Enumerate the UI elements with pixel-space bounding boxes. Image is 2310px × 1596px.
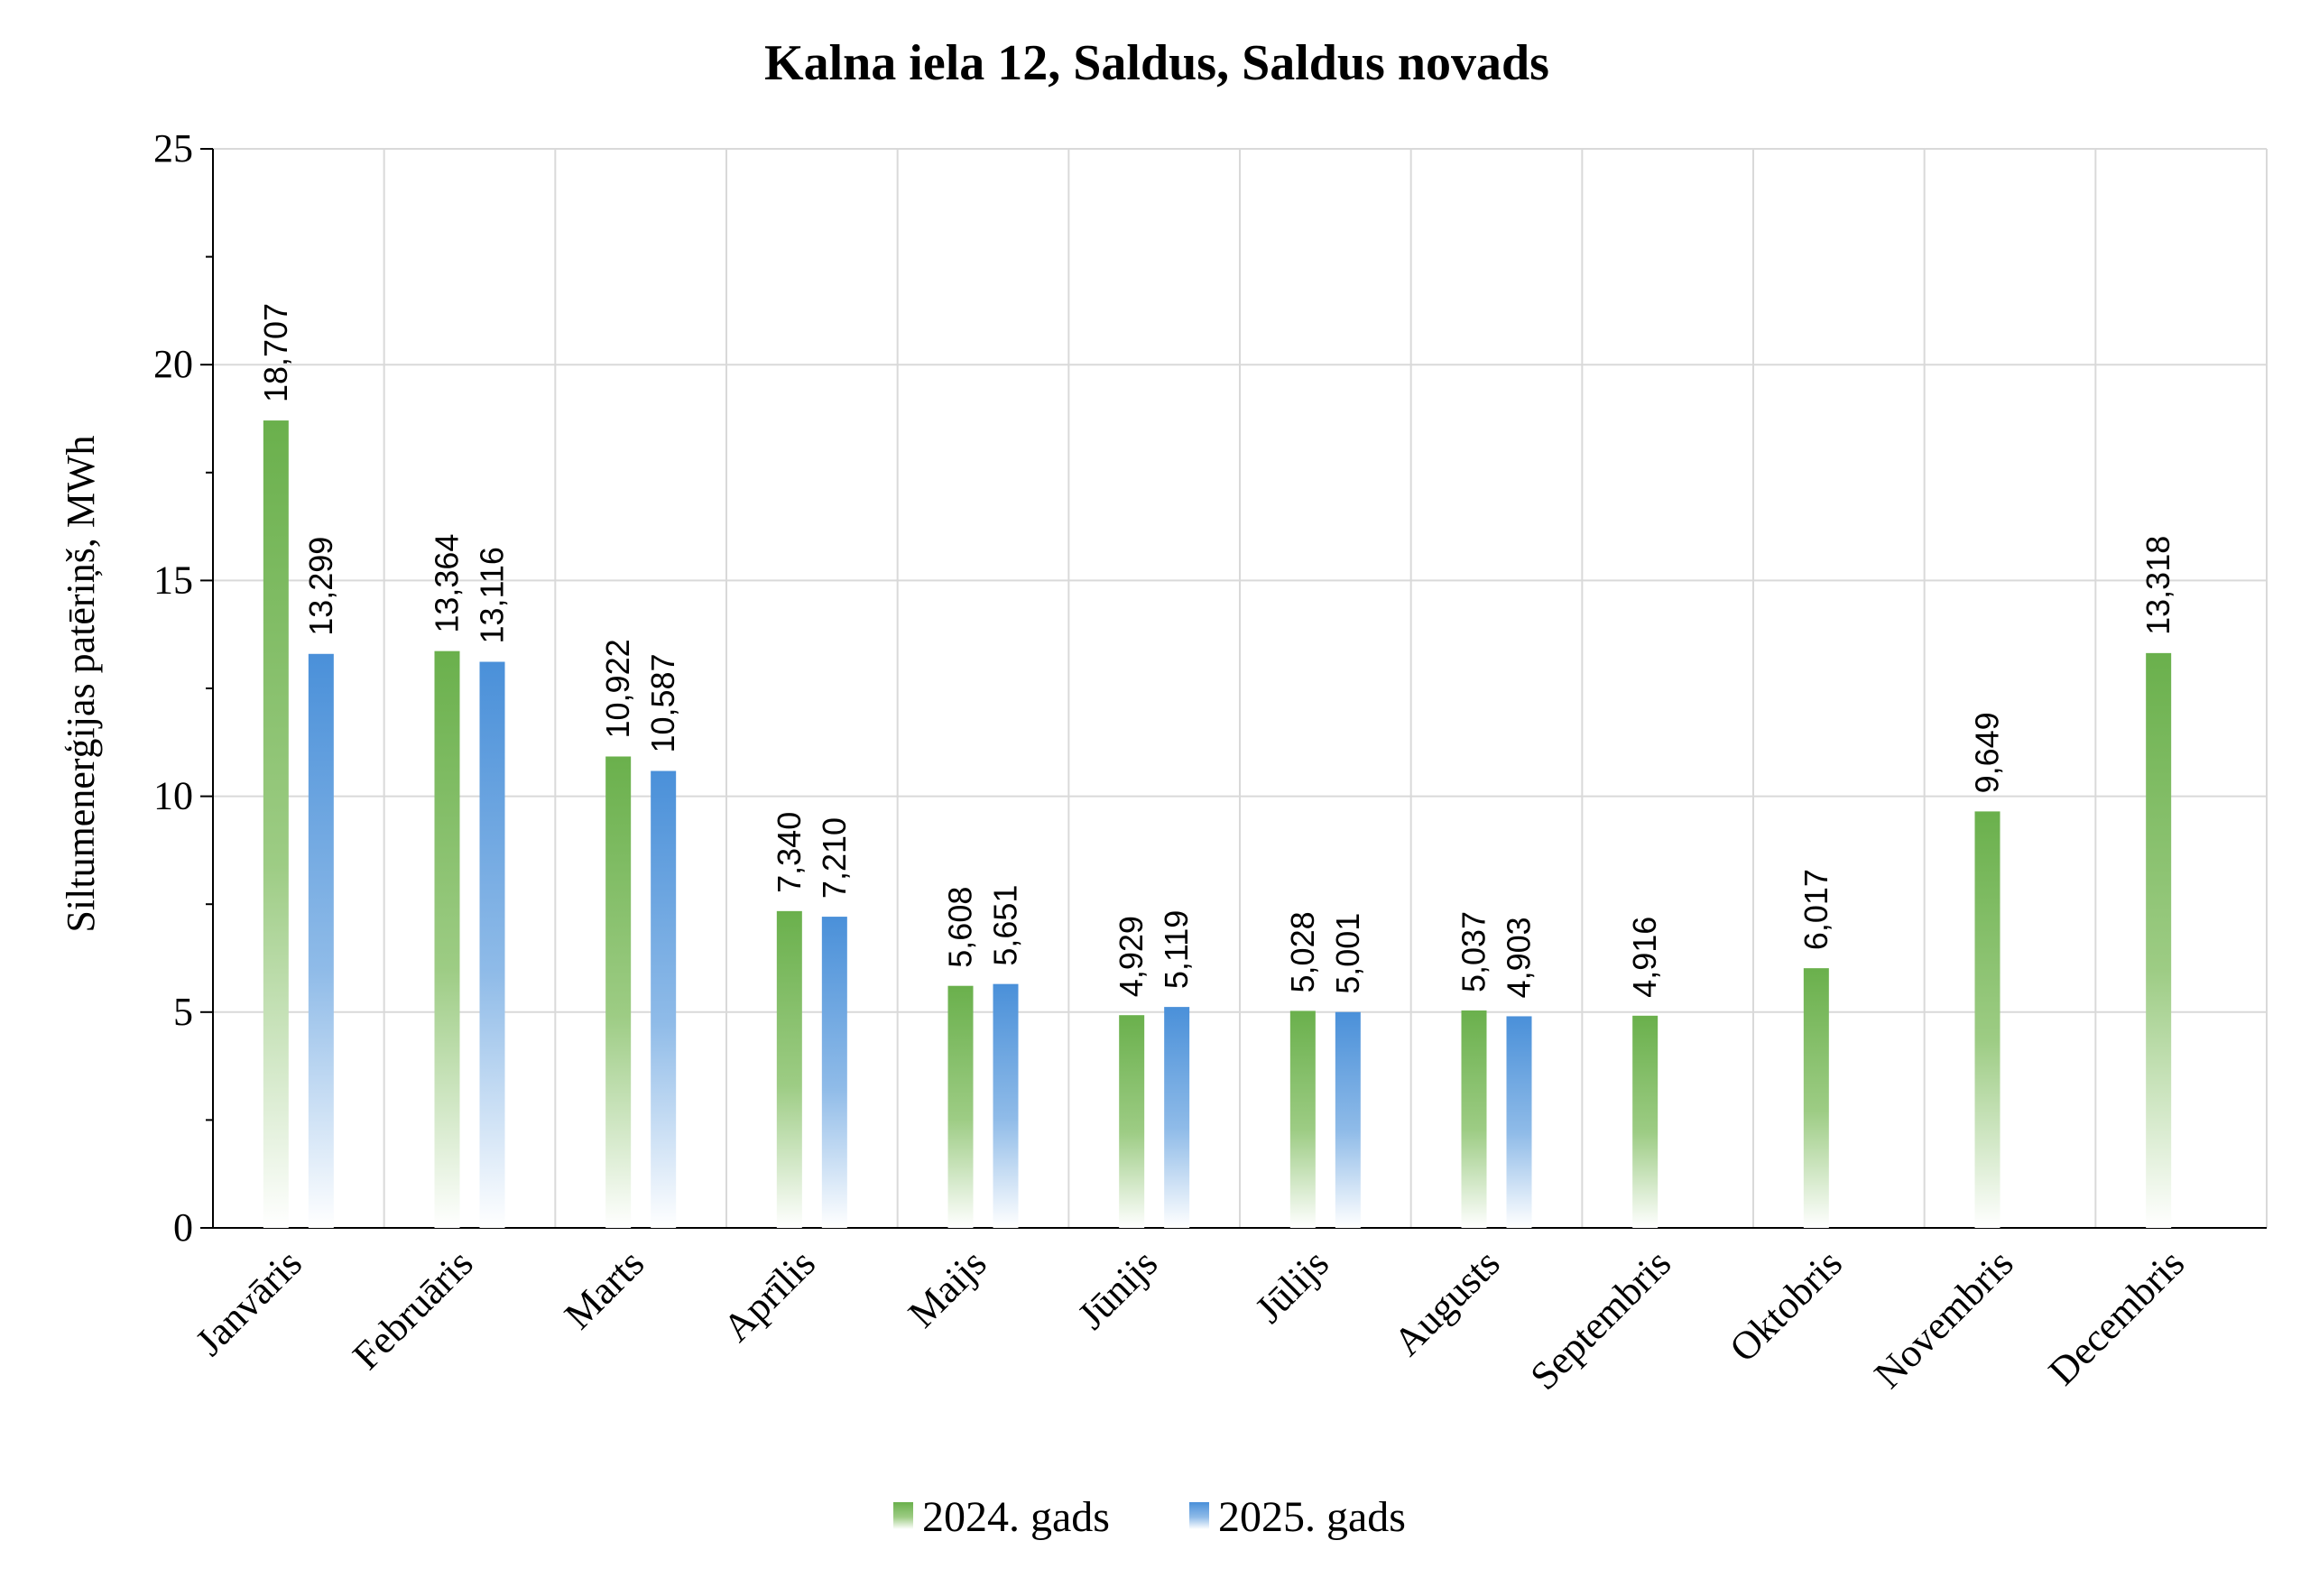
- data-label: 5,608: [942, 887, 979, 968]
- data-label: 13,116: [474, 547, 511, 643]
- bar-2025: [1335, 1011, 1361, 1228]
- data-label: 4,929: [1113, 916, 1150, 997]
- x-tick-label: Marts: [556, 1241, 652, 1337]
- y-axis-title: Siltumenerģijas patēriņš, MWh: [59, 435, 103, 932]
- data-label: 6,017: [1797, 869, 1834, 950]
- x-tick-label: Oktobris: [1721, 1241, 1851, 1370]
- x-tick-label: Augusts: [1385, 1241, 1509, 1364]
- x-tick-label: Decembris: [2040, 1241, 2193, 1393]
- y-tick-label: 15: [153, 558, 193, 602]
- bar-2024: [1289, 1010, 1316, 1228]
- x-tick-label: Aprīlis: [715, 1241, 824, 1350]
- chart-title: Kalna iela 12, Saldus, Saldus novads: [764, 35, 1549, 91]
- bar-2025: [1164, 1007, 1190, 1228]
- data-label: 10,922: [599, 639, 636, 738]
- bar-2025: [821, 917, 847, 1228]
- y-tick-label: 10: [153, 774, 193, 818]
- bar-2024: [434, 650, 460, 1228]
- legend-swatch-2025: [1189, 1502, 1209, 1529]
- legend-label-2024: 2024. gads: [922, 1493, 1110, 1541]
- y-tick-label: 25: [153, 126, 193, 171]
- data-label: 5,028: [1284, 911, 1321, 992]
- data-label: 18,707: [257, 303, 294, 402]
- data-label: 13,364: [429, 534, 466, 633]
- data-label: 4,916: [1626, 917, 1663, 998]
- data-label: 5,001: [1329, 913, 1366, 994]
- data-label: 4,903: [1501, 917, 1538, 998]
- legend-swatch-2024: [893, 1502, 913, 1529]
- bar-2024: [947, 985, 974, 1228]
- data-label: 13,318: [2139, 536, 2176, 635]
- data-label: 10,587: [644, 653, 681, 752]
- legend-label-2025: 2025. gads: [1218, 1493, 1406, 1541]
- legend: 2024. gads 2025. gads: [893, 1493, 1406, 1541]
- plot-area: 0 5 10 15 20 25 Janvāris Februāris Marts Aprīlis M…: [153, 126, 2268, 1398]
- data-label: 7,210: [816, 817, 853, 899]
- data-label: 7,340: [771, 812, 808, 893]
- bar-2024: [263, 420, 289, 1228]
- x-tick-label: Maijs: [900, 1241, 995, 1336]
- bar-2024: [1974, 811, 2000, 1228]
- x-tick-label: Februāris: [344, 1241, 481, 1378]
- bar-2025: [651, 770, 677, 1228]
- data-label: 13,299: [302, 537, 339, 636]
- bar-2024: [1461, 1010, 1487, 1228]
- bar-2024: [1803, 968, 1829, 1228]
- bar-2024: [605, 756, 632, 1228]
- bar-2025: [308, 653, 334, 1228]
- bar-2025: [479, 661, 505, 1228]
- x-tick-label: Septembris: [1522, 1241, 1680, 1398]
- data-label: 5,119: [1158, 910, 1195, 989]
- bar-2025: [1506, 1016, 1532, 1228]
- data-label: 5,037: [1455, 911, 1492, 992]
- bar-2024: [776, 910, 802, 1228]
- x-tick-label: Jūnijs: [1069, 1241, 1166, 1337]
- bar-2024: [1632, 1015, 1659, 1228]
- bar-2024: [1119, 1015, 1145, 1228]
- y-tick-label: 5: [173, 990, 193, 1034]
- bar-2024: [2146, 652, 2172, 1228]
- y-tick-label: 20: [153, 342, 193, 386]
- x-tick-label: Jūlijs: [1247, 1241, 1337, 1331]
- x-tick-label: Janvāris: [187, 1241, 310, 1364]
- bar-2025: [993, 983, 1019, 1228]
- x-tick-label: Novembris: [1866, 1241, 2022, 1397]
- data-label: 5,651: [987, 885, 1024, 966]
- y-tick-label: 0: [173, 1205, 193, 1250]
- data-label: 9,649: [1969, 712, 2006, 793]
